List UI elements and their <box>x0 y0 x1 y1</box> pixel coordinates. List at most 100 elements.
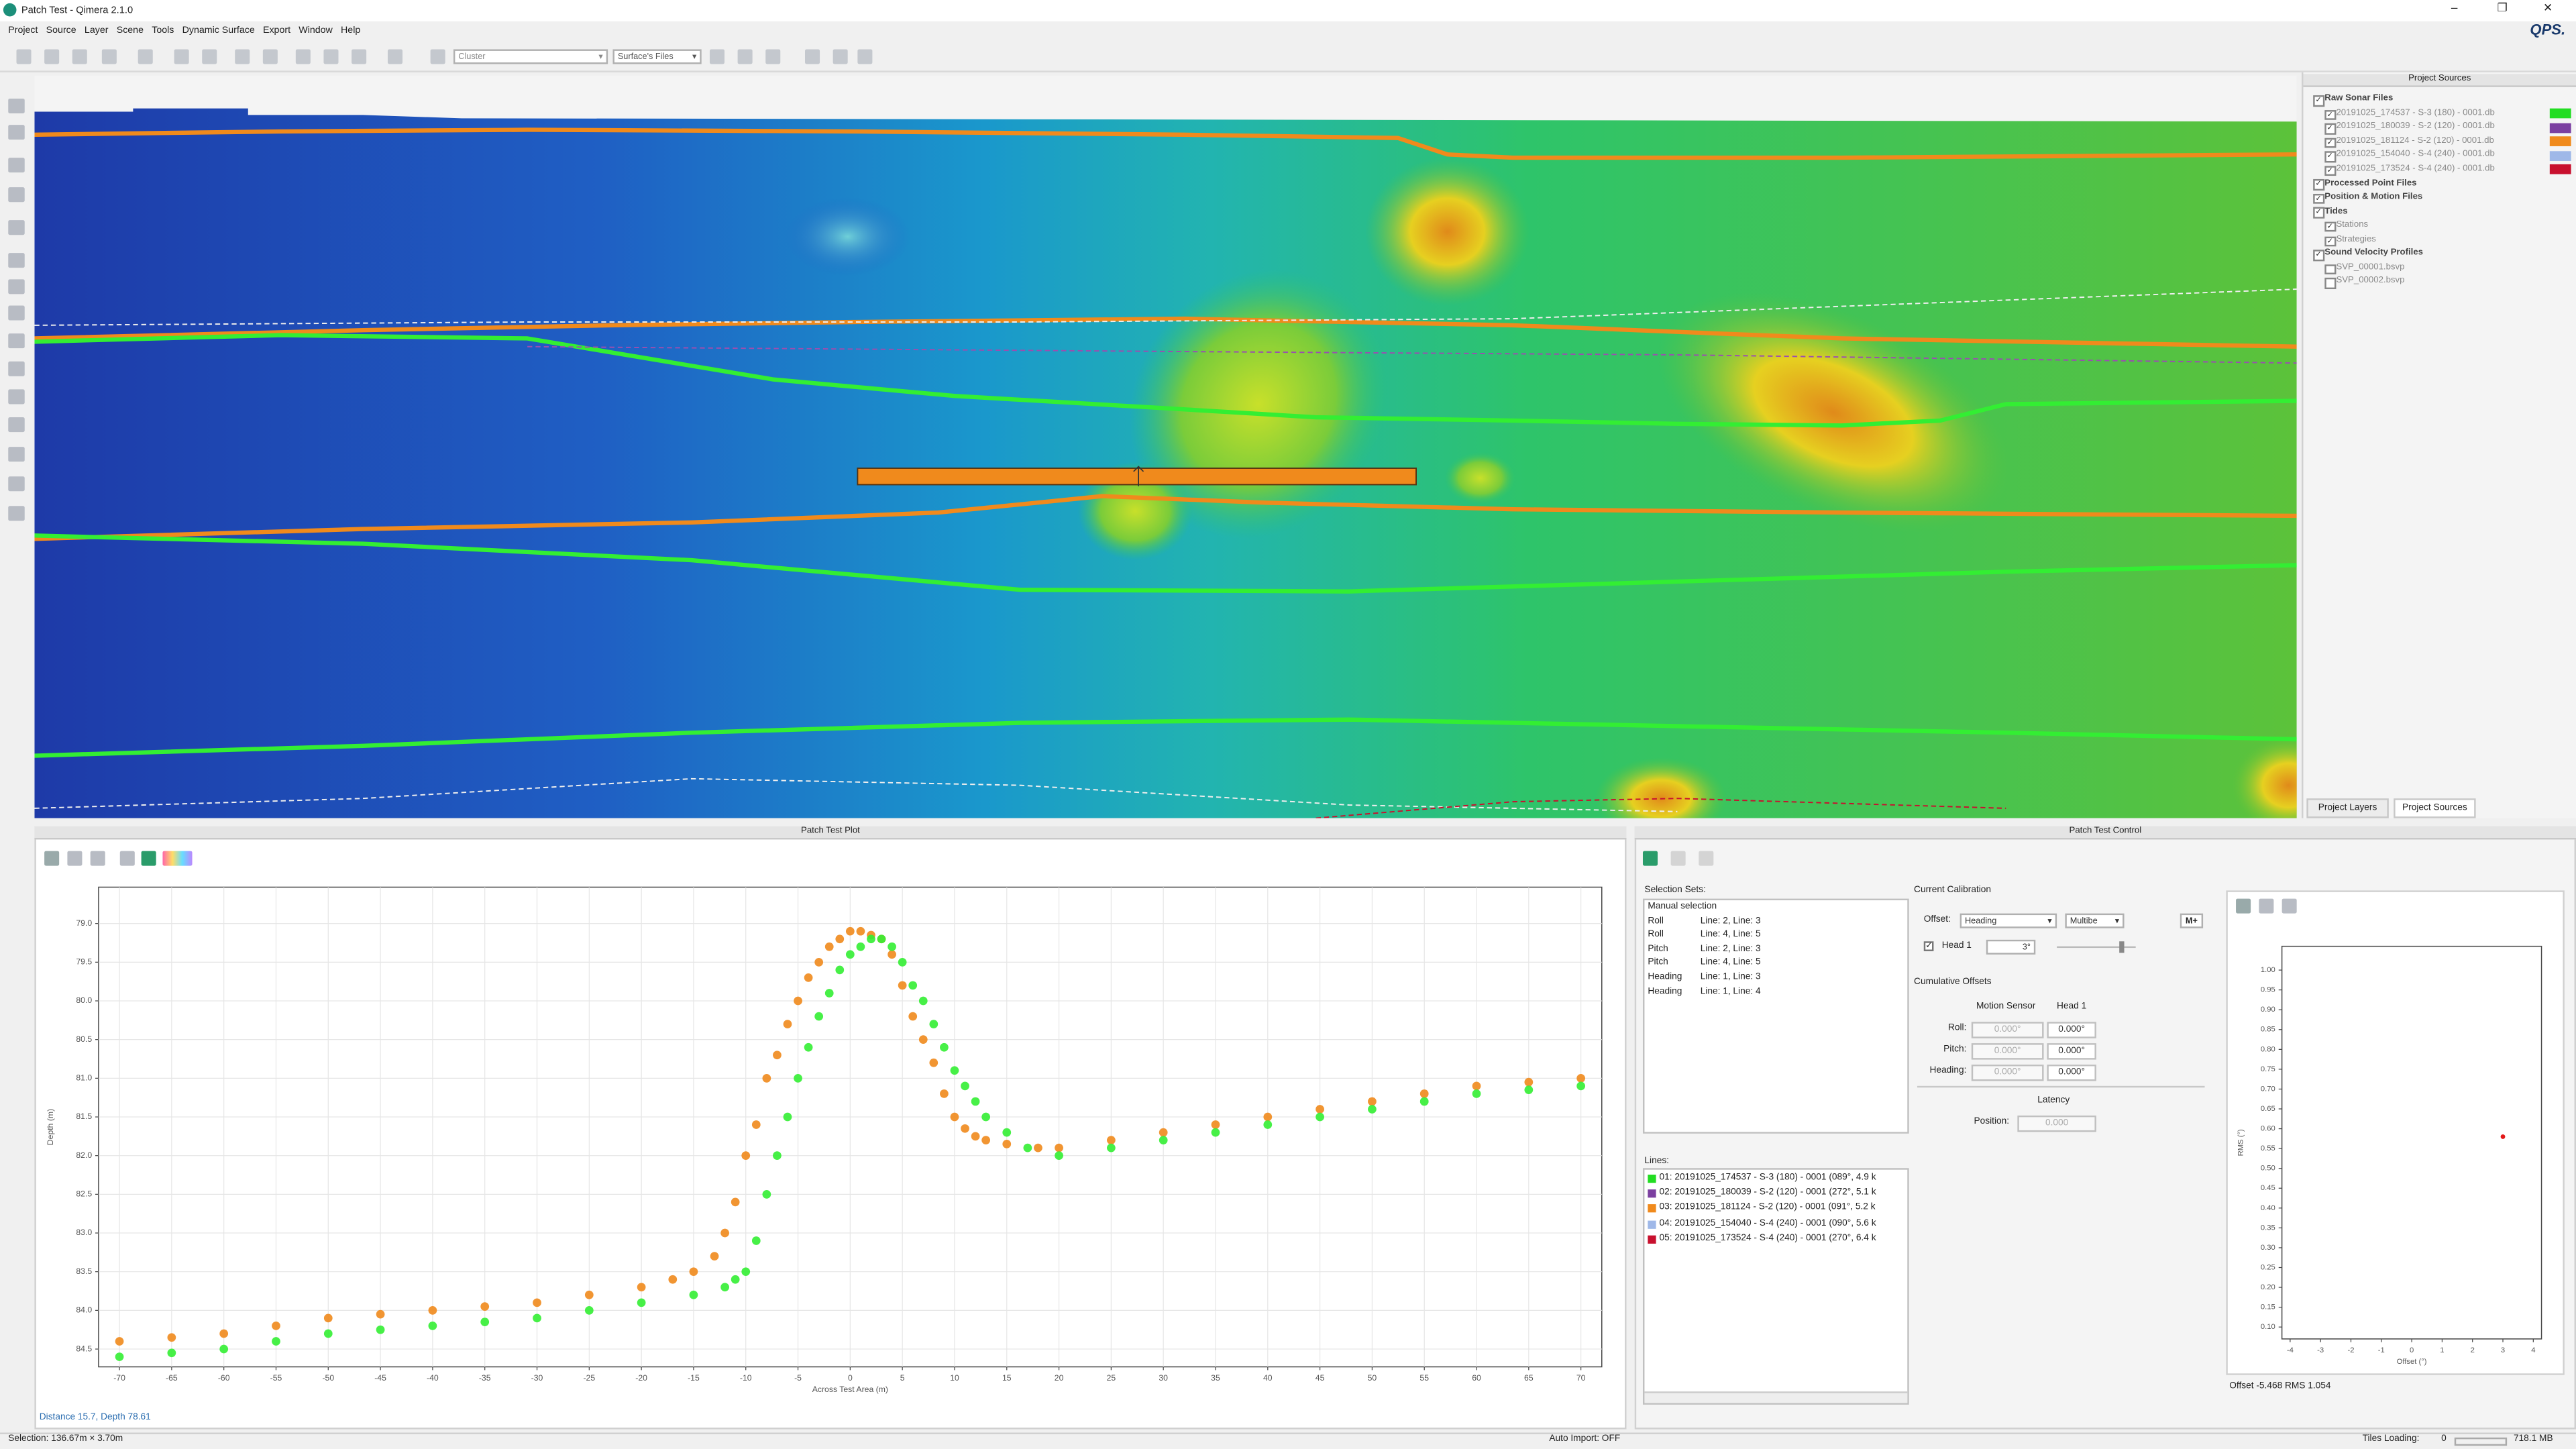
tab[interactable]: Project Sources <box>2394 798 2476 818</box>
menu-item[interactable]: Window <box>299 25 333 36</box>
tool-button[interactable] <box>8 333 25 349</box>
home-tool[interactable] <box>2282 898 2297 914</box>
sensor-combo[interactable]: Multibe ▾ <box>2065 913 2125 928</box>
toolbar-button[interactable] <box>352 49 367 64</box>
toolbar-button[interactable] <box>805 49 820 64</box>
cluster-combo[interactable]: Cluster ▾ <box>453 49 608 64</box>
palette-tool[interactable] <box>162 851 193 866</box>
zoom-tool[interactable] <box>67 851 83 866</box>
list-row[interactable] <box>1644 987 1909 1000</box>
selection-handle[interactable] <box>1133 466 1144 486</box>
menu-item[interactable]: Layer <box>84 25 109 36</box>
close-button[interactable]: ✕ <box>2543 3 2553 15</box>
tree-checkbox[interactable]: ✓ <box>2324 151 2336 162</box>
color-tool[interactable] <box>141 851 156 866</box>
zoom-tool[interactable] <box>2259 898 2274 914</box>
tool-button[interactable] <box>8 506 25 521</box>
report-button[interactable] <box>1699 851 1714 866</box>
menu-item[interactable]: Project <box>8 25 38 36</box>
mplus-button[interactable]: M+ <box>2180 913 2204 928</box>
tree-checkbox[interactable] <box>2324 278 2336 289</box>
tree-label[interactable]: Raw Sonar Files <box>2324 94 2394 104</box>
list-row[interactable] <box>1644 944 1909 957</box>
tree-checkbox[interactable]: ✓ <box>2324 165 2336 176</box>
tree-label[interactable]: SVP_00001.bsvp <box>2336 262 2405 273</box>
tree-checkbox[interactable]: ✓ <box>2324 109 2336 120</box>
head-spinbox[interactable]: 3° <box>1986 939 2036 955</box>
tool-button[interactable] <box>8 361 25 376</box>
minimize-button[interactable]: – <box>2451 3 2458 15</box>
toolbar-button[interactable] <box>174 49 189 64</box>
menu-item[interactable]: Source <box>46 25 76 36</box>
selection-box[interactable] <box>857 467 1417 486</box>
toolbar-button[interactable] <box>737 49 753 64</box>
tree-checkbox[interactable] <box>2324 264 2336 275</box>
list-row[interactable] <box>1644 916 1909 929</box>
tree-checkbox[interactable]: ✓ <box>2324 221 2336 233</box>
slider-handle[interactable] <box>2119 941 2125 953</box>
toolbar-button[interactable] <box>765 49 781 64</box>
line-label[interactable]: 01: 20191025_174537 - S-3 (180) - 0001 (… <box>1659 1173 1876 1183</box>
save-button[interactable] <box>1670 851 1686 866</box>
toolbar-button[interactable] <box>323 49 339 64</box>
menu-item[interactable]: Help <box>341 25 361 36</box>
tool-button[interactable] <box>8 447 25 462</box>
tool-button[interactable] <box>8 158 25 173</box>
menu-item[interactable]: Dynamic Surface <box>182 25 255 36</box>
head-checkbox[interactable]: ✓ <box>1923 941 1934 951</box>
line-label[interactable]: 03: 20191025_181124 - S-2 (120) - 0001 (… <box>1659 1203 1876 1214</box>
toolbar-button[interactable] <box>16 49 32 64</box>
pointer-tool[interactable] <box>2236 898 2251 914</box>
tree-label[interactable]: 20191025_154040 - S-4 (240) - 0001.db <box>2336 150 2495 160</box>
list-row[interactable] <box>1644 958 1909 971</box>
tree-label[interactable]: Position & Motion Files <box>2324 192 2423 203</box>
toolbar-button[interactable] <box>262 49 278 64</box>
toolbar-button[interactable] <box>430 49 445 64</box>
toolbar-button[interactable] <box>295 49 311 64</box>
tool-button[interactable] <box>8 125 25 140</box>
tab[interactable]: Project Layers <box>2306 798 2389 818</box>
line-label[interactable]: 05: 20191025_173524 - S-4 (240) - 0001 (… <box>1659 1233 1876 1244</box>
menu-item[interactable]: Scene <box>116 25 144 36</box>
offset-field[interactable]: 0.000° <box>2047 1043 2096 1060</box>
tree-label[interactable]: 20191025_180039 - S-2 (120) - 0001.db <box>2336 121 2495 132</box>
tool-button[interactable] <box>8 279 25 294</box>
toolbar-button[interactable] <box>709 49 725 64</box>
map-view[interactable] <box>34 75 2297 818</box>
tree-label[interactable]: 20191025_174537 - S-3 (180) - 0001.db <box>2336 108 2495 118</box>
toolbar-button[interactable] <box>857 49 873 64</box>
tree-label[interactable]: Processed Point Files <box>2324 178 2417 189</box>
offset-combo[interactable]: Heading ▾ <box>1960 913 2057 928</box>
tree-label[interactable]: 20191025_181124 - S-2 (120) - 0001.db <box>2336 136 2494 146</box>
tool-button[interactable] <box>8 187 25 203</box>
tree-label[interactable]: Stations <box>2336 220 2369 231</box>
tree-label[interactable]: SVP_00002.bsvp <box>2336 276 2405 286</box>
tree-label[interactable]: Tides <box>2324 206 2348 217</box>
tree-checkbox[interactable]: ✓ <box>2313 95 2324 106</box>
pointer-tool[interactable] <box>44 851 60 866</box>
toolbar-button[interactable] <box>72 49 87 64</box>
tool-button[interactable] <box>8 253 25 268</box>
tool-button[interactable] <box>8 305 25 321</box>
menu-item[interactable]: Tools <box>152 25 174 36</box>
tree-checkbox[interactable]: ✓ <box>2324 123 2336 134</box>
toolbar-button[interactable] <box>833 49 848 64</box>
home-tool[interactable] <box>90 851 105 866</box>
toolbar-button[interactable] <box>387 49 403 64</box>
profile-tool[interactable] <box>119 851 135 866</box>
tree-label[interactable]: 20191025_173524 - S-4 (240) - 0001.db <box>2336 164 2495 174</box>
tree-checkbox[interactable]: ✓ <box>2313 179 2324 191</box>
offset-field[interactable]: 0.000° <box>2047 1064 2096 1081</box>
tree-label[interactable]: Strategies <box>2336 234 2376 245</box>
tree-checkbox[interactable]: ✓ <box>2313 193 2324 205</box>
tool-button[interactable] <box>8 417 25 433</box>
tree-checkbox[interactable]: ✓ <box>2324 137 2336 148</box>
tool-button[interactable] <box>8 98 25 113</box>
offset-field[interactable]: 0.000° <box>2047 1022 2096 1038</box>
toolbar-button[interactable] <box>101 49 117 64</box>
scrollbar[interactable] <box>1644 1391 1908 1403</box>
list-row[interactable] <box>1644 973 1909 986</box>
surface-files-combo[interactable]: Surface's Files ▾ <box>612 49 702 64</box>
offset-slider[interactable] <box>2057 945 2136 949</box>
tool-button[interactable] <box>8 476 25 492</box>
